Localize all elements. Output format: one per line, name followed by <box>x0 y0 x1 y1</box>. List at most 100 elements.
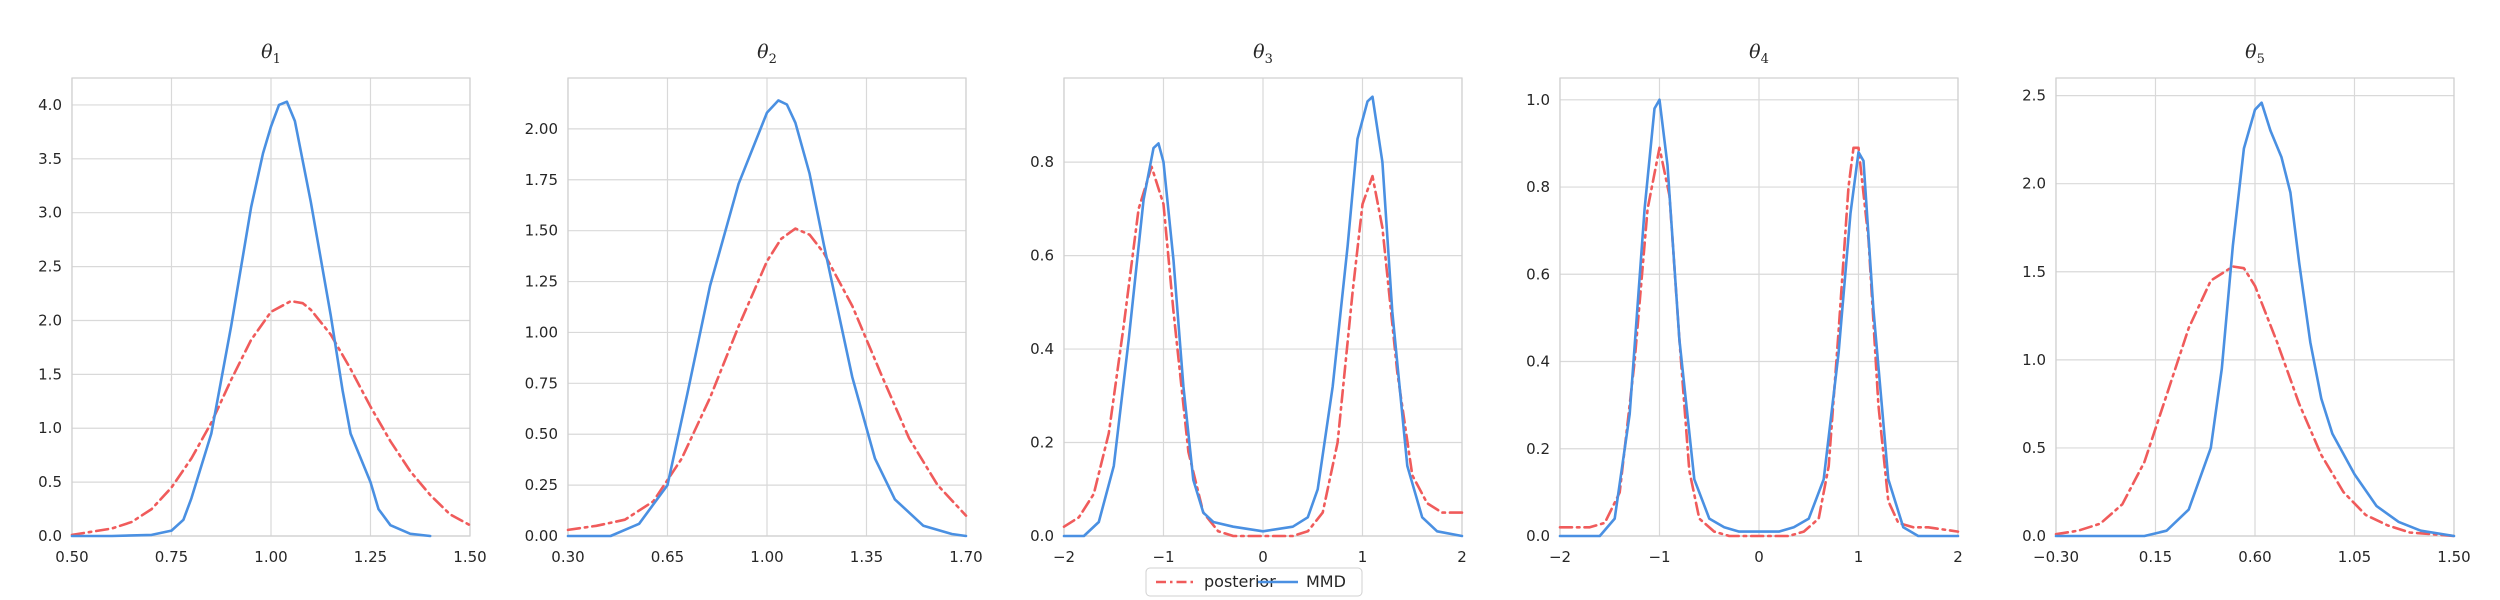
subplot-title: θ1 <box>261 41 281 67</box>
x-tick-label: 0.50 <box>55 548 88 566</box>
x-tick-label: 1.00 <box>254 548 287 566</box>
x-tick-label: 1.00 <box>750 548 783 566</box>
axes-frame <box>1063 77 1463 537</box>
y-tick-label: 3.5 <box>38 150 62 168</box>
x-tick-label: 2 <box>1457 548 1467 566</box>
x-tick-label: 1 <box>1854 548 1864 566</box>
y-tick-label: 0.0 <box>2022 527 2046 545</box>
subplot-2: 0.30 0.65 1.00 1.35 1.70 0.00 0.25 0.50 0.75 1.00… <box>525 41 983 566</box>
x-tick-label: 0 <box>1754 548 1764 566</box>
y-tick-label: 0.8 <box>1030 153 1054 171</box>
y-tick-label: 1.00 <box>525 323 558 341</box>
x-tick-label: −0.30 <box>2033 548 2079 566</box>
subplot-title-symbol: θ <box>1253 41 1265 63</box>
y-tick-label: 0.8 <box>1526 178 1550 196</box>
y-tick-label: 2.5 <box>38 258 62 276</box>
y-tick-label: 0.2 <box>1030 434 1054 452</box>
y-tick-label: 1.0 <box>2022 351 2046 369</box>
y-tick-label: 2.0 <box>2022 175 2046 193</box>
subplot-title-symbol: θ <box>2245 41 2257 63</box>
subplot-4: −2 −1 0 1 2 0.0 0.2 0.4 0.6 0.8 1.0 θ4 <box>1526 41 1963 566</box>
mmd-line <box>1558 98 1960 538</box>
mmd-line <box>1062 95 1464 538</box>
y-tick-label: 2.00 <box>525 120 558 138</box>
x-tick-label: 1.70 <box>949 548 982 566</box>
x-tick-label: 1.50 <box>453 548 486 566</box>
subplot-title: θ2 <box>757 41 777 67</box>
subplot-1: 0.50 0.75 1.00 1.25 1.50 0.0 0.5 1.0 1.5 2.0 2.5 3.… <box>38 41 487 566</box>
y-tick-label: 0.0 <box>38 527 62 545</box>
y-tick-label: 0.4 <box>1526 353 1550 371</box>
subplot-title-symbol: θ <box>261 41 273 63</box>
subplot-title-subscript: 4 <box>1761 52 1769 67</box>
legend: posterior MMD <box>1145 567 1363 597</box>
x-tick-label: 0.65 <box>651 548 684 566</box>
subplot-title: θ4 <box>1749 41 1769 67</box>
x-tick-label: 1.05 <box>2338 548 2371 566</box>
x-tick-label: −2 <box>1053 548 1075 566</box>
x-tick-label: 1 <box>1358 548 1368 566</box>
axes-frame <box>567 77 967 537</box>
subplot-3: −2 −1 0 1 2 0.0 0.2 0.4 0.6 0.8 θ3 <box>1030 41 1467 566</box>
y-tick-label: 0.50 <box>525 425 558 443</box>
y-tick-label: 0.4 <box>1030 340 1054 358</box>
subplot-title-subscript: 5 <box>2257 52 2265 67</box>
x-tick-label: 1.35 <box>850 548 883 566</box>
legend-label: posterior <box>1204 572 1276 591</box>
y-tick-label: 1.0 <box>38 419 62 437</box>
y-tick-label: 0.0 <box>1526 527 1550 545</box>
y-tick-label: 0.5 <box>2022 439 2046 457</box>
x-tick-label: −2 <box>1549 548 1571 566</box>
y-tick-label: 0.2 <box>1526 440 1550 458</box>
x-tick-label: 1.50 <box>2437 548 2470 566</box>
x-tick-label: 0 <box>1258 548 1268 566</box>
legend-label: MMD <box>1306 572 1346 591</box>
x-tick-label: 0.15 <box>2139 548 2172 566</box>
mmd-line <box>70 100 432 538</box>
x-tick-label: 0.60 <box>2238 548 2271 566</box>
grid <box>2055 78 2455 537</box>
posterior-line <box>566 227 968 532</box>
subplot-title: θ3 <box>1253 41 1273 67</box>
y-tick-label: 0.75 <box>525 374 558 392</box>
subplot-title: θ5 <box>2245 41 2265 67</box>
grid <box>1559 78 1959 537</box>
axes-frame <box>71 77 471 537</box>
y-tick-label: 0.0 <box>1030 527 1054 545</box>
mmd-line <box>566 99 968 538</box>
y-tick-label: 2.5 <box>2022 87 2046 105</box>
y-tick-label: 4.0 <box>38 96 62 114</box>
x-tick-label: 0.30 <box>551 548 584 566</box>
posterior-line <box>70 299 472 537</box>
x-tick-label: 1.25 <box>354 548 387 566</box>
y-tick-label: 0.25 <box>525 476 558 494</box>
y-tick-label: 1.25 <box>525 273 558 291</box>
y-tick-label: 0.00 <box>525 527 558 545</box>
subplot-5: −0.30 0.15 0.60 1.05 1.50 0.0 0.5 1.0 1.5 2.0 2.5 θ… <box>2022 41 2471 566</box>
x-tick-label: 0.75 <box>155 548 188 566</box>
grid <box>1063 78 1463 537</box>
grid <box>71 78 471 537</box>
x-tick-label: 2 <box>1953 548 1963 566</box>
subplot-title-subscript: 3 <box>1265 52 1273 67</box>
y-tick-label: 0.6 <box>1030 247 1054 265</box>
subplot-title-subscript: 1 <box>273 52 281 67</box>
y-tick-label: 1.5 <box>2022 263 2046 281</box>
grid <box>567 78 967 537</box>
subplot-title-symbol: θ <box>1749 41 1761 63</box>
y-tick-label: 3.0 <box>38 204 62 222</box>
y-tick-label: 2.0 <box>38 311 62 329</box>
legend-box <box>1145 567 1363 597</box>
y-tick-label: 1.50 <box>525 222 558 240</box>
x-tick-label: −1 <box>1152 548 1174 566</box>
mmd-line <box>2054 101 2456 538</box>
y-tick-label: 1.75 <box>525 171 558 189</box>
posterior-line <box>2054 265 2456 538</box>
y-tick-label: 1.5 <box>38 365 62 383</box>
axes-frame <box>2055 77 2455 537</box>
y-tick-label: 0.5 <box>38 473 62 491</box>
subplot-title-subscript: 2 <box>769 52 777 67</box>
y-tick-label: 0.6 <box>1526 265 1550 283</box>
x-tick-label: −1 <box>1648 548 1670 566</box>
